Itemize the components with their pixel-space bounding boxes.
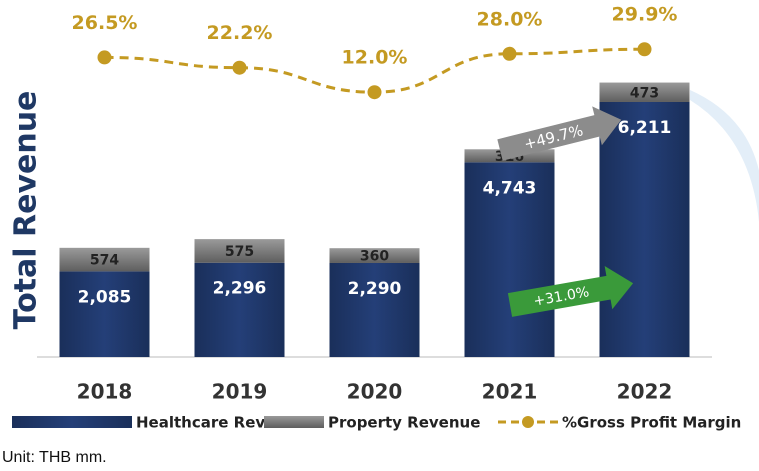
value-label: 2,290 (348, 279, 402, 299)
arrow-shape (507, 265, 634, 317)
healthcare-bar (329, 262, 420, 357)
value-label: 575 (225, 244, 254, 260)
x-tick-label: 2019 (212, 380, 268, 404)
margin-point (502, 46, 517, 61)
value-label: 2,085 (78, 287, 132, 307)
x-tick-label: 2021 (482, 380, 538, 404)
margin-label: 26.5% (72, 12, 138, 34)
x-tick-label: 2018 (77, 380, 133, 404)
margin-point (232, 60, 247, 75)
value-label: 360 (360, 249, 389, 265)
margin-point (97, 50, 112, 65)
margin-label: 28.0% (477, 8, 543, 30)
value-label: 2,296 (213, 279, 267, 299)
value-label: 4,743 (483, 178, 537, 198)
property-bar (194, 239, 285, 263)
footnote: Unit: THB mm. (2, 449, 107, 466)
healthcare-bar (59, 271, 150, 357)
healthcare-bar (194, 262, 285, 357)
legend-swatch (264, 416, 324, 428)
property-bar (329, 248, 420, 263)
legend-swatch (12, 416, 132, 428)
value-label: 574 (90, 253, 119, 269)
value-label: 473 (630, 85, 659, 101)
margin-label: 12.0% (342, 47, 408, 69)
value-label: 6,211 (618, 118, 672, 138)
property-bar (599, 82, 690, 102)
legend-swatch (522, 416, 534, 428)
healthcare-bar (599, 101, 690, 358)
legend-label: Property Revenue (328, 414, 480, 432)
x-tick-label: 2022 (617, 380, 673, 404)
property-bar (59, 247, 150, 272)
legend: Healthcare Revenue Property Revenue %Gro… (12, 414, 741, 432)
margin-point (367, 85, 382, 100)
legend-label: %Gross Profit Margin (562, 414, 741, 432)
y-axis-label: Total Revenue (9, 91, 44, 330)
arrow-shape (497, 106, 622, 161)
margin-line: 26.5% 22.2% 12.0% 28.0% 29.9% (72, 4, 678, 100)
x-tick-label: 2020 (347, 380, 403, 404)
margin-point (637, 42, 652, 57)
decoration (690, 90, 759, 280)
margin-label: 22.2% (207, 22, 273, 44)
healthcare-bar (464, 162, 555, 357)
margin-label: 29.9% (612, 4, 678, 26)
